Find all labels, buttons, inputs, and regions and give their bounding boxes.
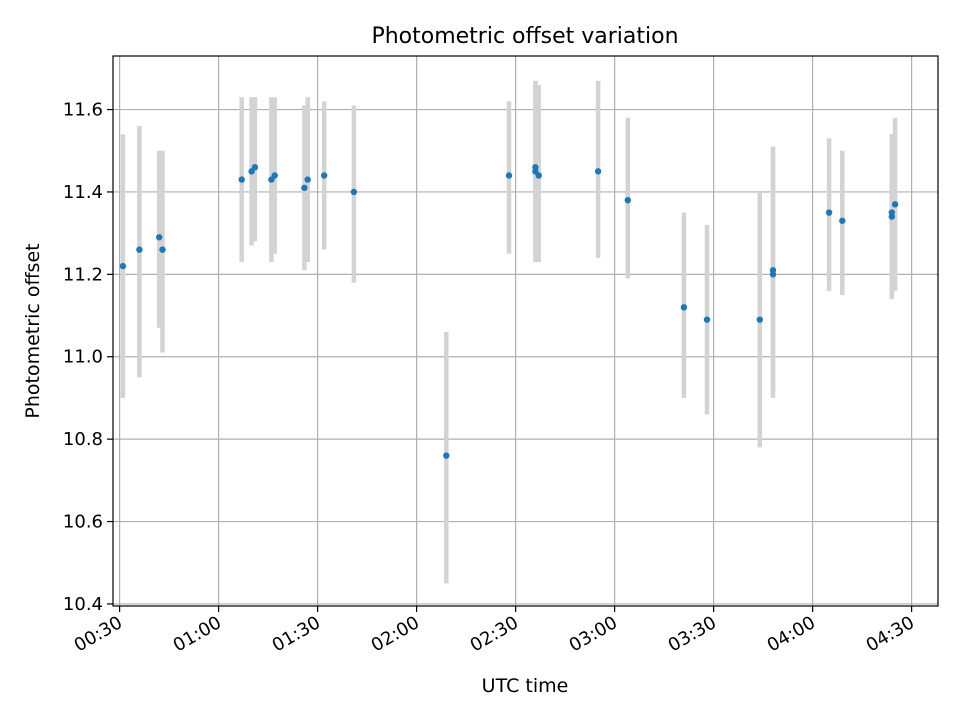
data-point	[238, 176, 245, 183]
y-tick-label: 10.6	[63, 512, 103, 533]
y-tick-label: 11.4	[63, 182, 103, 203]
grid	[113, 56, 938, 606]
y-tick-label: 10.4	[63, 594, 103, 615]
y-axis-label: Photometric offset	[22, 243, 44, 418]
data-point	[535, 172, 542, 179]
data-point	[769, 267, 777, 274]
x-axis-label: UTC time	[482, 675, 569, 697]
chart-title: Photometric offset variation	[371, 24, 678, 49]
data-point	[703, 316, 711, 323]
data-point	[505, 172, 513, 179]
data-point	[443, 452, 450, 459]
data-point	[156, 234, 163, 241]
data-point	[119, 262, 127, 270]
data-point	[888, 209, 895, 216]
data-point	[825, 209, 833, 216]
y-tick-label: 11.6	[63, 100, 103, 121]
data-point	[594, 168, 602, 175]
data-point	[159, 246, 166, 253]
data-point	[756, 316, 763, 323]
data-point	[350, 188, 358, 196]
y-tick-label: 11.2	[63, 264, 103, 285]
y-tick-label: 11.0	[63, 347, 103, 368]
data-point	[680, 304, 688, 311]
data-point	[301, 184, 308, 192]
data-point	[136, 246, 143, 253]
data-point	[251, 164, 259, 171]
data-point	[839, 217, 846, 224]
data-point	[271, 172, 278, 179]
data-point	[321, 172, 328, 179]
data-point	[624, 196, 631, 204]
plot-frame	[112, 55, 939, 607]
y-tick-label: 10.8	[63, 429, 103, 450]
data-point	[304, 176, 311, 183]
data-point	[891, 201, 899, 208]
data-points	[119, 164, 899, 459]
